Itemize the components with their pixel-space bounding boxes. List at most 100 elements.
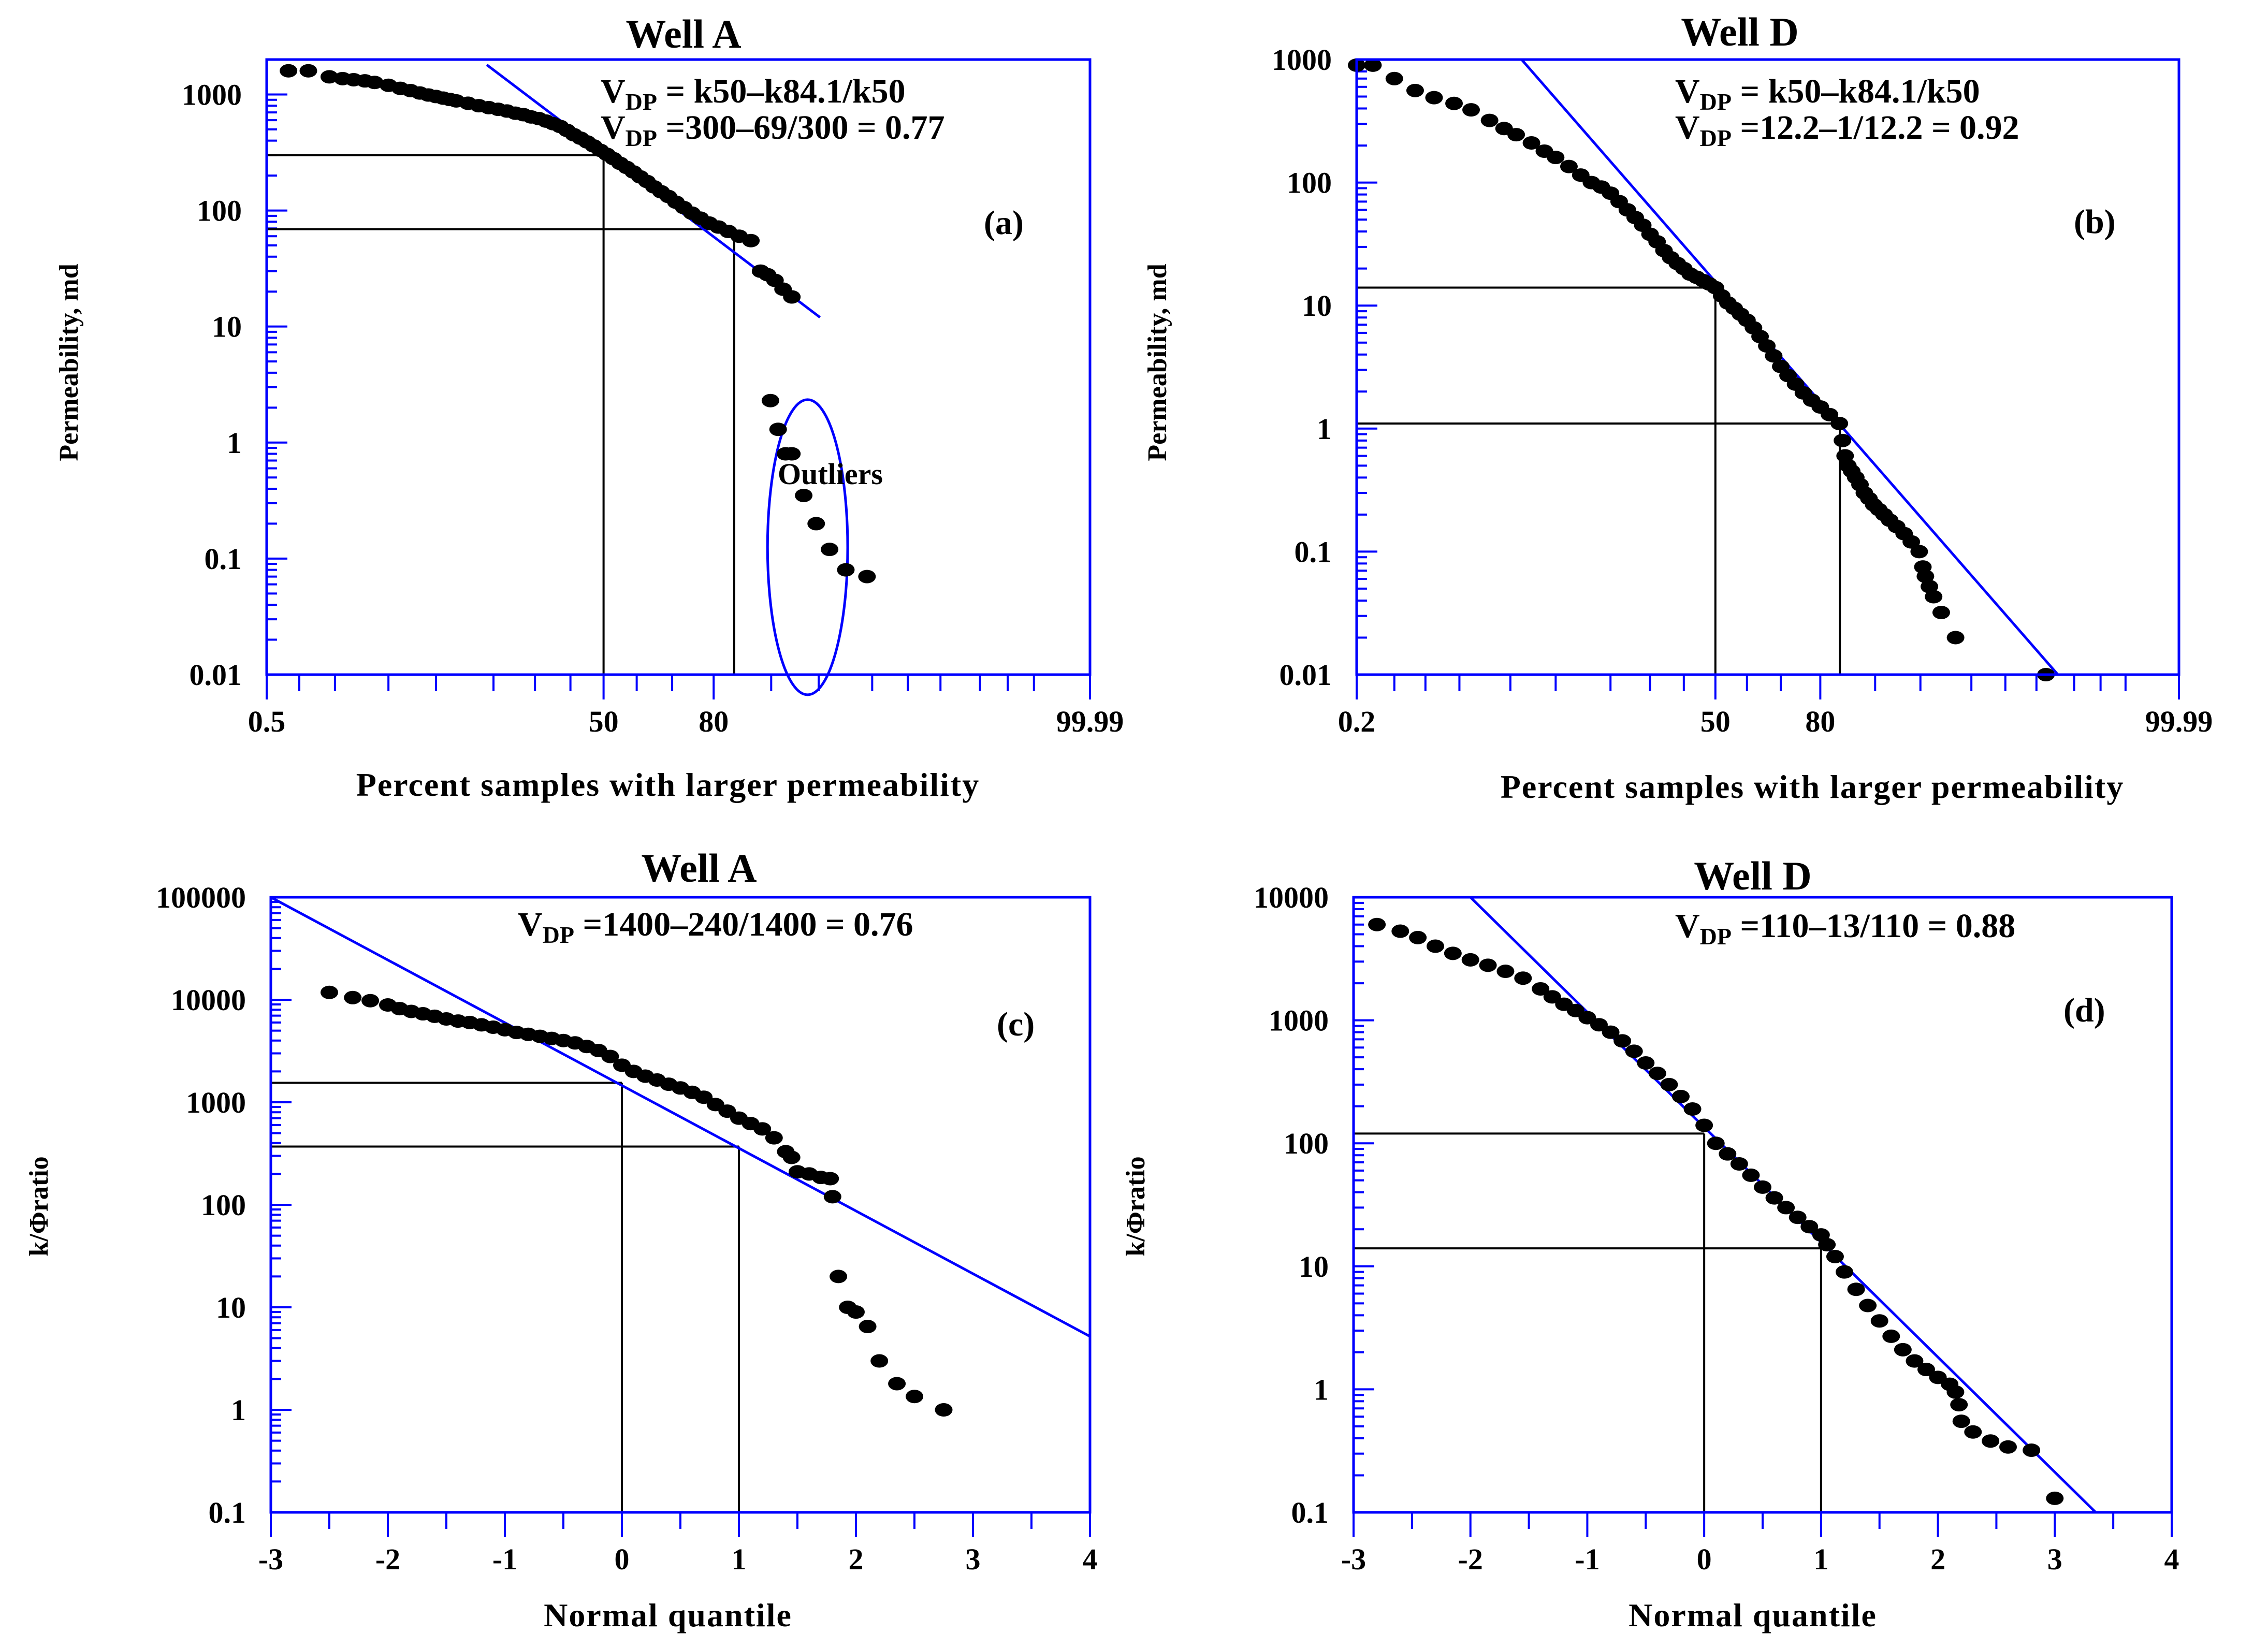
panel-a-point — [837, 563, 855, 577]
panel-d-point — [1870, 1314, 1888, 1328]
panel-c-frame — [269, 896, 1092, 1514]
panel-d-point — [1950, 1398, 1968, 1412]
panel-d-point — [1695, 1118, 1713, 1132]
panel-a-point — [795, 488, 813, 502]
panel-c-point — [753, 1122, 772, 1136]
panel-a-ytick-label: 100 — [197, 194, 242, 228]
panel-b-point — [1946, 631, 1965, 645]
panel-b-point — [1522, 136, 1540, 150]
panel-b-formula: VDP = k50–k84.1/k50 — [1675, 72, 1980, 115]
panel-d-point — [1818, 1237, 1836, 1251]
panel-a-xtick-label: 99.99 — [1056, 705, 1124, 738]
panel-d-ytick-label: 0.1 — [1291, 1496, 1329, 1529]
panel-d-point — [1496, 965, 1515, 979]
outliers-ellipse — [766, 398, 849, 696]
panel-a: Well A 0.01 0.1 1 10 100 1000 0.5 50 80 99.99 VDP… — [54, 11, 1124, 803]
panel-a-vdp-calc: VDP =300–69/300 = 0.77 — [601, 109, 945, 151]
panel-c-xtick-label: -1 — [492, 1542, 517, 1576]
panel-a-xtick-label: 0.5 — [248, 705, 286, 738]
panel-b-point — [1445, 96, 1463, 110]
panel-b-point — [1821, 407, 1839, 421]
panel-a-point — [821, 543, 839, 557]
panel-d-point — [1514, 971, 1532, 985]
panel-a-ytick-label: 1 — [227, 426, 242, 460]
panel-d-label: (d) — [2063, 991, 2105, 1029]
panel-a-point — [299, 64, 317, 78]
panel-b-point — [1507, 128, 1525, 142]
panel-d-point — [2023, 1443, 2041, 1457]
panel-d-point — [1625, 1044, 1643, 1058]
panel-a-title: Well A — [626, 11, 741, 56]
panel-d-point — [1982, 1434, 2000, 1448]
panel-a-xtick-label: 80 — [699, 705, 729, 738]
panel-c-ylabel: k/Φratio — [24, 1156, 54, 1256]
panel-a-ytick-label: 1000 — [182, 78, 242, 111]
panel-a-point — [769, 422, 787, 436]
panel-b-point — [1462, 103, 1480, 117]
panel-c-label: (c) — [997, 1005, 1035, 1043]
panel-b-ytick-label: 1000 — [1272, 43, 1332, 77]
panel-c-point — [830, 1270, 848, 1284]
panel-b-point — [1925, 590, 1943, 604]
panel-d-point — [1800, 1220, 1819, 1234]
panel-b-point — [1560, 159, 1578, 173]
panel-c-point — [601, 1049, 619, 1063]
panel-c-xtick-label: 1 — [732, 1542, 747, 1576]
panel-d-xtick-label: -1 — [1575, 1542, 1600, 1576]
panel-d-ytick-label: 1 — [1314, 1373, 1329, 1406]
panel-b-vdp-calc: VDP =12.2–1/12.2 = 0.92 — [1675, 109, 2019, 151]
panel-b-ytick-label: 100 — [1287, 166, 1332, 200]
panel-d-vdp-calc: VDP =110–13/110 = 0.88 — [1675, 907, 2015, 950]
panel-a-point — [783, 290, 801, 304]
panel-a-ytick-label: 10 — [212, 310, 242, 344]
panel-b-ytick-label: 0.1 — [1295, 535, 1332, 568]
panel-a-ytick-label: 0.1 — [205, 542, 242, 576]
panel-d-xtick-label: 2 — [1930, 1542, 1945, 1576]
panel-c-marks: 0.1 1 10 100 1000 10000 100000 -3 -2 -1 0 1 2 3 4 — [156, 881, 1098, 1576]
panel-c-xtick-label: 4 — [1083, 1542, 1098, 1576]
panel-b-xtick-label: 50 — [1700, 705, 1731, 738]
panel-c-xtick-label: -3 — [258, 1542, 283, 1576]
panel-c-point — [782, 1150, 801, 1164]
panel-a-xlabel: Percent samples with larger permeability — [356, 766, 980, 803]
panel-a-point — [366, 76, 384, 90]
panel-d-point — [1427, 939, 1444, 953]
panel-b-xtick-label: 99.99 — [2145, 705, 2213, 738]
outliers-label: Outliers — [778, 457, 883, 491]
panel-b-ytick-label: 10 — [1302, 289, 1332, 323]
panel-c-ytick-label: 10 — [216, 1291, 246, 1324]
panel-c-ytick-label: 10000 — [171, 983, 246, 1017]
panel-d-point — [1859, 1299, 1877, 1312]
panel-b-marks: 0.01 0.1 1 10 100 1000 0.2 50 80 99.99 — [1272, 43, 2213, 738]
panel-d-point — [1826, 1249, 1844, 1263]
panel-b-label: (b) — [2074, 203, 2116, 241]
panel-c-ytick-label: 100 — [201, 1188, 246, 1222]
panel-d-point — [1637, 1056, 1655, 1070]
panel-b-point — [1932, 605, 1950, 619]
panel-a-point — [742, 234, 760, 247]
panel-c-xtick-label: -2 — [375, 1542, 400, 1576]
panel-b-point — [1834, 433, 1852, 447]
panel-d-point — [1952, 1414, 1970, 1428]
panel-a-point — [807, 517, 825, 531]
panel-d-xtick-label: 0 — [1697, 1542, 1712, 1576]
panel-b-xtick-label: 0.2 — [1338, 705, 1376, 738]
panel-c-point — [361, 994, 380, 1008]
panel-d-point — [1660, 1077, 1678, 1091]
panel-d-point — [1672, 1089, 1690, 1103]
panel-c-point — [847, 1305, 865, 1319]
panel-d-point — [1532, 982, 1550, 996]
panel-c-point — [888, 1377, 906, 1391]
panel-b-fit-line — [1520, 59, 2059, 676]
panel-d-point — [1391, 924, 1409, 938]
panel-c-ytick-label: 0.1 — [209, 1496, 246, 1529]
panel-d-xtick-label: 3 — [2047, 1542, 2062, 1576]
panel-d-point — [1754, 1180, 1771, 1194]
panel-d-point — [1613, 1034, 1632, 1048]
panel-d-point — [1648, 1067, 1666, 1081]
panel-b-point — [1406, 83, 1424, 97]
panel-c-point — [695, 1090, 713, 1104]
panel-c-point — [321, 985, 338, 999]
panel-c-ytick-label: 100000 — [156, 881, 246, 914]
